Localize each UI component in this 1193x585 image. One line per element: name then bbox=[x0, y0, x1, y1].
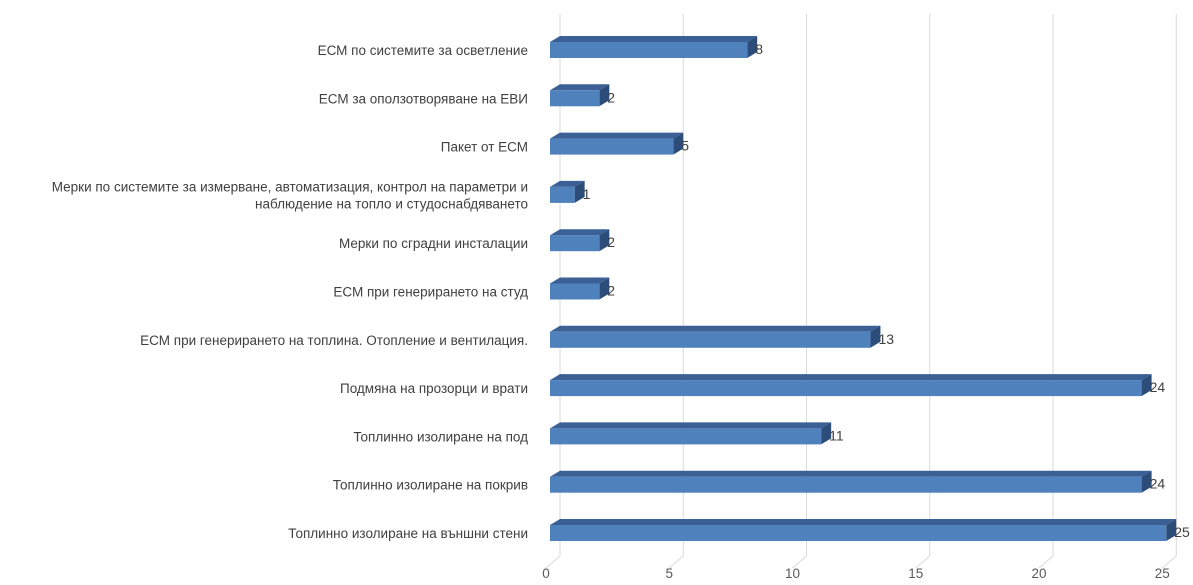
data-label: 25 bbox=[1174, 524, 1190, 540]
bar-top-face bbox=[550, 374, 1152, 381]
category-labels: ЕСМ по системите за осветление ЕСМ за опо… bbox=[52, 43, 528, 541]
bar-front-face bbox=[550, 138, 674, 155]
bar-front-face bbox=[550, 235, 600, 252]
gridline-floor bbox=[792, 555, 807, 569]
bar-top-face bbox=[550, 519, 1177, 525]
bar-top-face bbox=[550, 36, 758, 42]
data-label: 2 bbox=[607, 89, 615, 105]
gridline-floor bbox=[1038, 555, 1054, 569]
category-label: Топлинно изолиране на под bbox=[353, 429, 528, 444]
bar-side-face bbox=[673, 132, 684, 155]
tick-label: 15 bbox=[908, 566, 923, 580]
bar-top-face bbox=[550, 132, 684, 139]
bar-top-face bbox=[550, 422, 832, 429]
bar bbox=[550, 277, 610, 300]
bar-side-face bbox=[599, 277, 610, 300]
bar bbox=[550, 374, 1152, 397]
bar bbox=[550, 84, 610, 107]
bar bbox=[550, 422, 832, 445]
data-label: 2 bbox=[607, 234, 615, 250]
category-label: Мерки по сградни инсталации bbox=[339, 236, 528, 251]
bar-side-face bbox=[599, 229, 610, 252]
category-label: ЕСМ за оползотворяване на ЕВИ bbox=[319, 91, 528, 106]
gridline-floor bbox=[668, 555, 684, 569]
category-label: ЕСМ при генерирането на студ bbox=[333, 285, 528, 300]
bar bbox=[550, 36, 758, 58]
bar-side-face bbox=[1141, 374, 1152, 397]
data-label: 8 bbox=[755, 41, 763, 57]
tick-label: 20 bbox=[1031, 566, 1046, 580]
bar-side-face bbox=[747, 36, 758, 58]
category-label: Топлинно изолиране на външни стени bbox=[288, 526, 528, 541]
tick-label: 10 bbox=[785, 566, 800, 580]
bar-side-face bbox=[870, 325, 881, 348]
category-label: ЕСМ по системите за осветление bbox=[318, 43, 528, 58]
gridline-floor bbox=[545, 555, 561, 569]
bar-front-face bbox=[550, 476, 1142, 493]
bar-side-face bbox=[599, 84, 610, 107]
data-label: 11 bbox=[829, 427, 844, 443]
category-label: ЕСМ при генерирането на топлина. Отоплен… bbox=[140, 333, 528, 348]
gridline-floor bbox=[915, 555, 931, 569]
bar-top-face bbox=[550, 470, 1152, 477]
bar-top-face bbox=[550, 229, 610, 236]
category-label: Подмяна на прозорци и врати bbox=[340, 381, 528, 396]
bar-side-face bbox=[1141, 470, 1152, 493]
bar-front-face bbox=[550, 42, 748, 58]
category-label: Пакет от ЕСМ bbox=[441, 140, 528, 155]
bar bbox=[550, 229, 610, 252]
bar-front-face bbox=[550, 331, 871, 348]
bar-top-face bbox=[550, 277, 610, 284]
data-label: 24 bbox=[1150, 379, 1166, 395]
bar bbox=[550, 180, 585, 203]
category-label: Мерки по системите за измерване, автомат… bbox=[52, 179, 528, 194]
tick-label: 0 bbox=[542, 566, 550, 580]
gridline-floor bbox=[1161, 555, 1177, 569]
bar-top-face bbox=[550, 325, 881, 332]
bar-top-face bbox=[550, 180, 585, 187]
tick-label: 25 bbox=[1155, 566, 1170, 580]
bar-front-face bbox=[550, 525, 1167, 541]
category-label: Топлинно изолиране на покрив bbox=[333, 478, 528, 493]
bar-side-face bbox=[821, 422, 832, 445]
bar-front-face bbox=[550, 283, 600, 300]
tick-label: 5 bbox=[665, 566, 673, 580]
bar-side-face bbox=[1166, 519, 1177, 541]
bar-front-face bbox=[550, 90, 600, 107]
data-label: 5 bbox=[681, 138, 689, 154]
data-label: 1 bbox=[583, 186, 591, 202]
data-label: 2 bbox=[607, 283, 615, 299]
data-label: 13 bbox=[878, 331, 894, 347]
x-axis-tick-labels: 0 5 10 15 20 25 bbox=[542, 566, 1170, 581]
bar-front-face bbox=[550, 380, 1142, 397]
data-label: 24 bbox=[1150, 476, 1166, 492]
bar-side-face bbox=[574, 180, 585, 203]
category-label: наблюдение на топло и студоснабдяването bbox=[255, 196, 528, 211]
bar bbox=[550, 325, 881, 348]
bar-front-face bbox=[550, 186, 575, 203]
gridlines bbox=[545, 14, 1177, 569]
bars bbox=[550, 36, 1177, 541]
bar-front-face bbox=[550, 428, 822, 445]
bar-top-face bbox=[550, 84, 610, 91]
bar bbox=[550, 132, 684, 155]
bar bbox=[550, 470, 1152, 493]
bar bbox=[550, 519, 1177, 541]
